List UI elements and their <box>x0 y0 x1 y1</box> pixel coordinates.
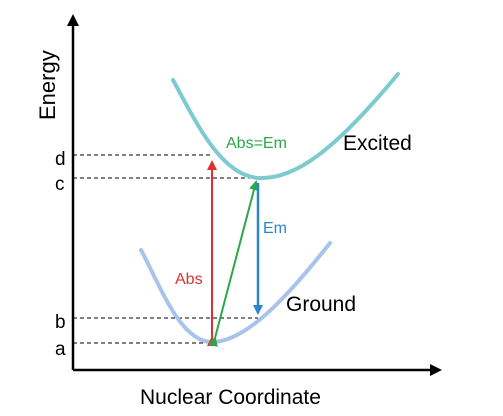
level-a-label: a <box>55 339 66 360</box>
abs-em-label: Abs=Em <box>226 135 287 152</box>
em-label: Em <box>263 220 287 237</box>
excited-curve <box>171 72 400 181</box>
level-b-label: b <box>55 312 66 333</box>
excited-label: Excited <box>343 132 412 155</box>
level-d-label: d <box>55 149 66 170</box>
y-axis-label: Energy <box>35 50 60 120</box>
level-c-label: c <box>55 174 65 195</box>
ground-label: Ground <box>286 293 356 316</box>
x-axis-label: Nuclear Coordinate <box>140 386 321 409</box>
abs-em-arrow <box>208 180 259 348</box>
abs-label: Abs <box>175 271 203 288</box>
